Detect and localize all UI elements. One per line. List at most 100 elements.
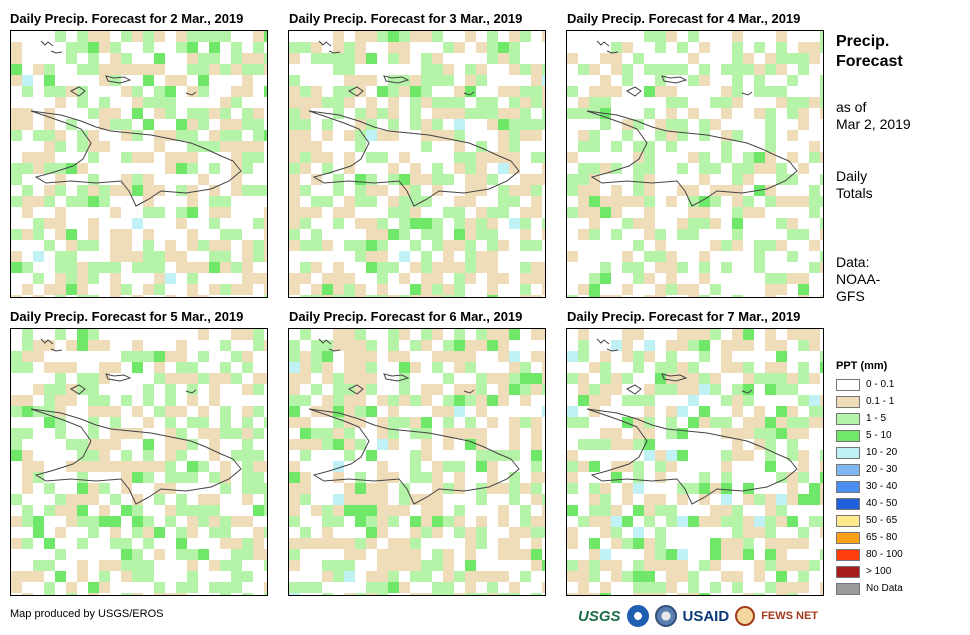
precip-cell [165,516,176,527]
precip-cell [454,329,465,340]
precip-cell [399,152,410,163]
precip-cell [399,196,410,207]
precip-cell [765,527,776,538]
precip-cell [721,472,732,483]
precip-cell [253,218,264,229]
precip-cell [187,472,198,483]
precip-cell [344,483,355,494]
precip-cell [611,340,622,351]
forecast-map-5 [288,328,546,596]
precip-cell [487,152,498,163]
precip-cell [798,571,809,582]
precip-cell [787,329,798,340]
precip-cell [578,196,589,207]
precip-cell [600,295,611,297]
precip-cell [143,240,154,251]
precip-cell [11,538,22,549]
precip-cell [754,571,765,582]
precip-cell [567,483,578,494]
panel-title-3: Daily Precip. Forecast for 4 Mar., 2019 [567,11,801,26]
precip-cell [677,340,688,351]
precip-cell [220,97,231,108]
data-line3: GFS [836,288,865,304]
precip-cell [44,593,55,595]
coastline-hispaniola [308,110,520,207]
precip-cell [231,571,242,582]
precip-cell [688,373,699,384]
precip-cell [242,152,253,163]
precip-cell [787,516,798,527]
precip-cell [410,207,421,218]
precip-cell [798,97,809,108]
precip-cell [487,450,498,461]
precip-cell [143,351,154,362]
precip-cell [421,395,432,406]
precip-cell [99,42,110,53]
precip-cell [465,108,476,119]
precip-cell [487,53,498,64]
precip-cell [633,417,644,428]
precip-cell [187,42,198,53]
precip-cell [600,516,611,527]
precip-cell [776,417,787,428]
precip-cell [88,428,99,439]
precip-cell [589,549,600,560]
precip-cell [633,152,644,163]
precip-cell [187,439,198,450]
precip-cell [509,42,520,53]
precip-cell [765,284,776,295]
precip-cell [677,571,688,582]
precip-cell [44,218,55,229]
precip-cell [99,516,110,527]
precip-cell [121,240,132,251]
precip-cell [209,251,220,262]
precip-cell [421,31,432,42]
precip-cell [410,340,421,351]
precip-cell [578,174,589,185]
precip-cell [542,384,545,395]
coastline-hispaniola [30,408,242,505]
precip-cell [132,527,143,538]
precip-cell [388,196,399,207]
precip-cell [710,218,721,229]
precip-cell [443,461,454,472]
precip-cell [410,262,421,273]
precip-cell [132,31,143,42]
precip-cell [820,417,823,428]
precip-cell [99,119,110,130]
precip-cell [710,538,721,549]
precip-cell [176,152,187,163]
precip-cell [33,351,44,362]
precip-cell [520,262,531,273]
precip-cell [421,560,432,571]
precip-cell [399,218,410,229]
precip-cell [377,516,388,527]
precip-cell [377,130,388,141]
precip-cell [264,295,267,297]
precip-cell [264,130,267,141]
precip-cell [699,130,710,141]
precip-cell [22,229,33,240]
coastline-hispaniola [308,408,520,505]
precip-cell [289,86,300,97]
coastline-island [328,50,341,54]
precip-cell [88,340,99,351]
precip-cell [509,362,520,373]
precip-cell [476,395,487,406]
precip-cell [732,340,743,351]
legend-item: 20 - 30 [836,461,903,478]
precip-cell [710,240,721,251]
fews-net-logo: FEWS NET [761,610,819,622]
precip-cell [209,494,220,505]
precip-cell [300,119,311,130]
precip-cell [242,362,253,373]
precip-cell [787,218,798,229]
precip-cell [377,439,388,450]
precip-cell [567,406,578,417]
precip-cell [754,417,765,428]
precip-cell [253,329,264,340]
precip-cell [121,229,132,240]
precip-cell [366,340,377,351]
precip-cell [542,163,545,174]
precip-cell [644,273,655,284]
